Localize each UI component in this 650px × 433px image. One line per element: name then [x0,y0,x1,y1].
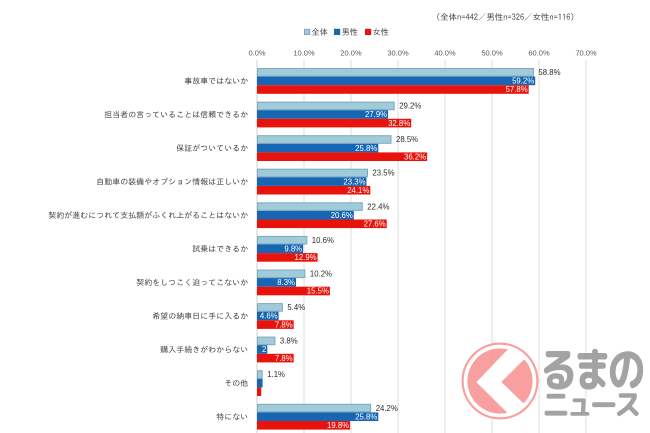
svg-text:4.6%: 4.6% [260,312,278,321]
svg-text:23.5%: 23.5% [372,169,394,178]
svg-text:40.0%: 40.0% [434,48,456,57]
svg-text:36.2%: 36.2% [404,152,426,161]
svg-text:20.0%: 20.0% [340,48,362,57]
svg-text:3.8%: 3.8% [280,337,298,346]
svg-text:0.0%: 0.0% [248,48,265,57]
svg-text:24.1%: 24.1% [347,186,369,195]
svg-text:27.9%: 27.9% [365,110,387,119]
svg-text:1.1%: 1.1% [267,370,285,379]
svg-text:10.2%: 10.2% [310,270,332,279]
svg-text:20.6%: 20.6% [331,211,353,220]
svg-text:50.0%: 50.0% [481,48,503,57]
svg-text:15.5%: 15.5% [307,287,329,296]
svg-text:2: 2 [262,345,266,354]
svg-text:23.3%: 23.3% [343,177,365,186]
svg-text:10.6%: 10.6% [312,236,334,245]
svg-text:8.3%: 8.3% [277,278,295,287]
svg-text:59.2%: 59.2% [512,77,534,86]
svg-text:58.8%: 58.8% [538,68,560,77]
svg-text:7.8%: 7.8% [275,354,293,363]
svg-text:9.8%: 9.8% [284,245,302,254]
svg-text:60.0%: 60.0% [528,48,550,57]
svg-text:19.8%: 19.8% [327,421,349,430]
svg-text:5.4%: 5.4% [287,303,305,312]
svg-text:27.6%: 27.6% [364,220,386,229]
svg-text:25.8%: 25.8% [355,412,377,421]
svg-text:24.2%: 24.2% [376,404,398,413]
svg-text:30.0%: 30.0% [387,48,409,57]
svg-text:12.9%: 12.9% [294,253,316,262]
svg-text:22.4%: 22.4% [367,202,389,211]
svg-text:32.8%: 32.8% [388,119,410,128]
svg-text:25.8%: 25.8% [355,144,377,153]
svg-text:57.8%: 57.8% [506,85,528,94]
svg-text:29.2%: 29.2% [399,102,421,111]
svg-text:7.8%: 7.8% [275,320,293,329]
svg-text:10.0%: 10.0% [293,48,315,57]
svg-text:28.5%: 28.5% [396,135,418,144]
svg-text:70.0%: 70.0% [575,48,597,57]
